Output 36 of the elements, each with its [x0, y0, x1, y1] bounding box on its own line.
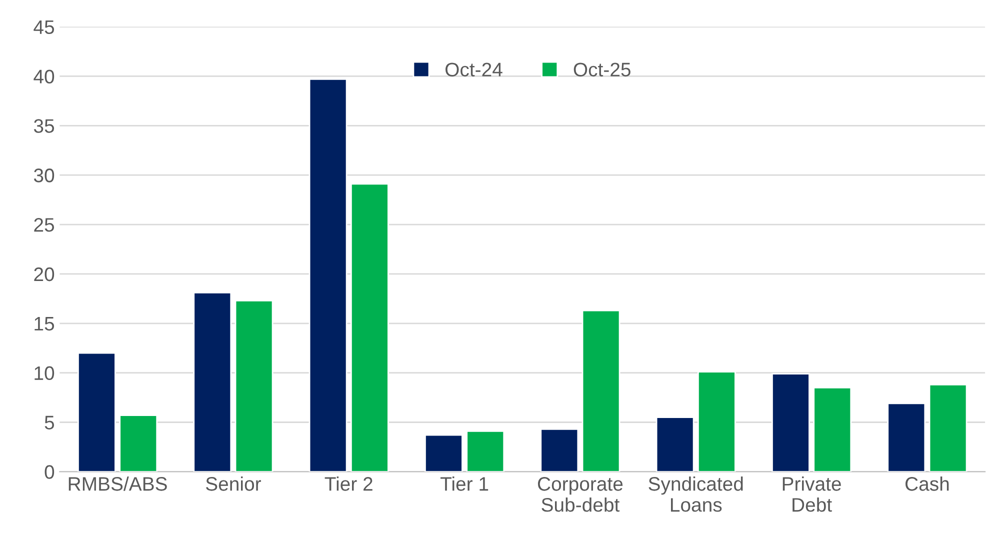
bar — [119, 414, 158, 472]
y-tick-label: 0 — [44, 465, 54, 479]
bar — [813, 386, 852, 472]
bar — [308, 78, 348, 472]
y-tick-label: 20 — [34, 267, 54, 282]
y-tick-label: 15 — [34, 317, 54, 331]
legend-label: Oct-25 — [574, 62, 630, 76]
y-tick-label: 25 — [34, 218, 54, 232]
bar — [582, 310, 620, 472]
x-tick-label: Tier 1 — [440, 476, 488, 491]
bar — [466, 430, 505, 472]
bar — [772, 373, 810, 472]
bar — [350, 183, 389, 472]
x-tick-label: Syndicated Loans — [648, 476, 743, 512]
bar — [234, 300, 274, 472]
x-tick-label: Private Debt — [782, 476, 841, 512]
bar — [424, 434, 463, 472]
bar — [928, 384, 968, 472]
x-tick-label: Cash — [906, 476, 949, 491]
y-tick-label: 30 — [34, 168, 54, 182]
y-tick-label: 40 — [34, 70, 54, 84]
bar — [193, 292, 232, 472]
bar — [697, 371, 736, 472]
x-tick-label: Senior — [206, 476, 261, 491]
bar — [656, 416, 694, 472]
y-tick-label: 45 — [34, 20, 54, 34]
y-tick-label: 10 — [34, 366, 54, 380]
bar — [78, 352, 116, 472]
x-tick-label: RMBS/ABS — [68, 476, 167, 491]
y-tick-label: 5 — [44, 416, 54, 430]
y-tick-label: 35 — [34, 119, 54, 133]
x-tick-label: Tier 2 — [324, 476, 372, 491]
bar — [887, 402, 926, 472]
legend-label: Oct-24 — [446, 62, 502, 76]
bar — [540, 428, 579, 472]
x-tick-label: Corporate Sub-debt — [538, 477, 623, 512]
